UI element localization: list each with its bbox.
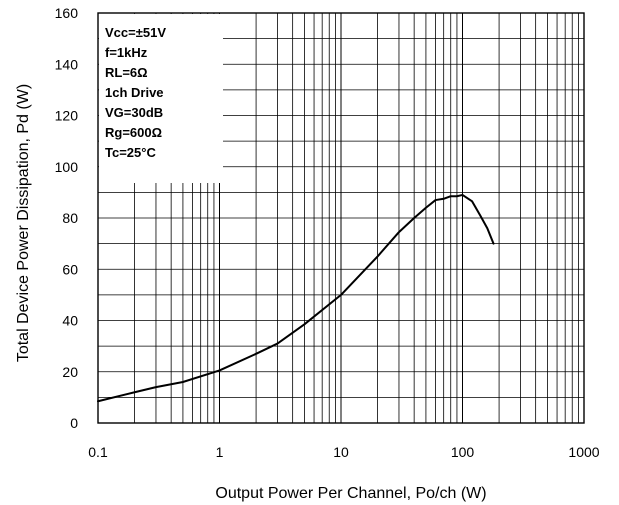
series-layer <box>97 193 495 403</box>
y-tick-label: 20 <box>62 364 78 380</box>
tick-labels: 0 20 40 60 80 100 120 140 160 0.1 1 10 100 1000 Output… <box>15 5 600 502</box>
y-tick-label: 120 <box>55 108 79 124</box>
y-tick-label: 0 <box>70 415 78 431</box>
plot-frame <box>97 12 585 424</box>
x-tick-label: 1 <box>216 444 224 460</box>
y-tick-label: 140 <box>55 56 79 72</box>
annotation-line: Tc=25°C <box>105 145 156 160</box>
y-axis-title: Total Device Power Dissipation, Pd (W) <box>15 84 32 362</box>
x-tick-label: 0.1 <box>88 444 108 460</box>
x-tick-label: 100 <box>451 444 475 460</box>
y-tick-label: 60 <box>62 261 78 277</box>
y-tick-label: 100 <box>55 159 79 175</box>
annotation-line: Rg=600Ω <box>105 125 162 140</box>
y-tick-label: 80 <box>62 210 78 226</box>
annotation-box: Vcc=±51V f=1kHz RL=6Ω 1ch Drive VG=30dB Rg=60… <box>99 14 223 183</box>
x-tick-label: 1000 <box>568 444 599 460</box>
axes <box>97 12 585 424</box>
annotation-line: Vcc=±51V <box>105 25 166 40</box>
annotation-line: VG=30dB <box>105 105 163 120</box>
annotation-line: f=1kHz <box>105 45 148 60</box>
y-tick-label: 160 <box>55 5 79 21</box>
x-tick-label: 10 <box>333 444 349 460</box>
series-line <box>97 193 495 403</box>
annotation-line: RL=6Ω <box>105 65 148 80</box>
annotation-line: 1ch Drive <box>105 85 164 100</box>
annotation-background <box>99 14 223 183</box>
y-tick-label: 40 <box>62 313 78 329</box>
x-axis-title: Output Power Per Channel, Po/ch (W) <box>215 485 486 502</box>
